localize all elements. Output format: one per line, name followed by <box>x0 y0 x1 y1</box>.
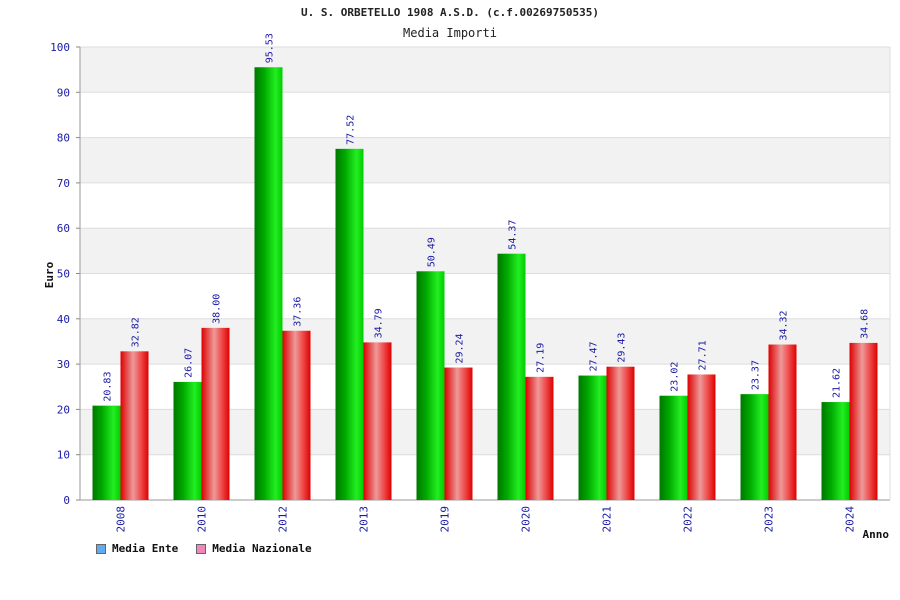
legend-item-media-ente: Media Ente <box>96 542 178 555</box>
bar-media-nazionale <box>282 330 311 500</box>
y-tick-label: 70 <box>57 177 70 190</box>
bar-media-nazionale <box>444 367 473 500</box>
y-axis-label: Euro <box>43 261 56 288</box>
y-tick-label: 0 <box>63 494 70 507</box>
legend-item-media-nazionale: Media Nazionale <box>196 542 312 555</box>
y-tick-label: 40 <box>57 313 70 326</box>
data-label-media-ente: 23.37 <box>751 360 762 390</box>
data-label-media-nazionale: 34.32 <box>779 310 790 340</box>
grid-band <box>80 228 890 274</box>
bar-media-ente <box>416 271 445 500</box>
grid-band <box>80 47 890 93</box>
x-tick-label: 2021 <box>601 506 614 533</box>
y-tick-label: 100 <box>50 41 70 54</box>
x-tick-label: 2010 <box>196 506 209 533</box>
data-label-media-ente: 77.52 <box>346 115 357 145</box>
bar-media-nazionale <box>849 342 878 500</box>
data-label-media-ente: 27.47 <box>589 341 600 371</box>
bar-media-nazionale <box>606 366 635 500</box>
chart-subtitle: Media Importi <box>403 26 497 40</box>
bar-media-ente <box>497 253 526 500</box>
bar-media-nazionale <box>120 351 149 500</box>
x-tick-label: 2019 <box>439 506 452 533</box>
y-tick-label: 80 <box>57 132 70 145</box>
data-label-media-ente: 50.49 <box>427 237 438 267</box>
x-tick-label: 2008 <box>115 506 128 533</box>
y-tick-label: 50 <box>57 268 70 281</box>
bar-media-ente <box>821 402 850 500</box>
data-label-media-nazionale: 34.79 <box>374 308 385 338</box>
x-tick-label: 2024 <box>844 506 857 533</box>
bar-media-ente <box>254 67 283 501</box>
bar-media-ente <box>92 405 121 500</box>
data-label-media-ente: 20.83 <box>103 372 114 402</box>
bar-media-nazionale <box>687 374 716 500</box>
data-label-media-nazionale: 27.71 <box>698 340 709 370</box>
bar-media-nazionale <box>768 344 797 500</box>
data-label-media-ente: 95.53 <box>265 33 276 63</box>
data-label-media-nazionale: 32.82 <box>131 317 142 347</box>
x-tick-label: 2013 <box>358 506 371 533</box>
legend-label-media-nazionale: Media Nazionale <box>212 542 312 555</box>
data-label-media-ente: 26.07 <box>184 348 195 378</box>
x-tick-label: 2023 <box>763 506 776 533</box>
grid-band <box>80 137 890 183</box>
legend-label-media-ente: Media Ente <box>112 542 179 555</box>
data-label-media-nazionale: 34.68 <box>860 309 871 339</box>
y-tick-label: 20 <box>57 403 70 416</box>
data-label-media-nazionale: 29.43 <box>617 333 628 363</box>
legend: Media Ente Media Nazionale <box>96 542 312 555</box>
bar-media-nazionale <box>525 376 554 500</box>
data-label-media-nazionale: 38.00 <box>212 294 223 324</box>
data-label-media-ente: 21.62 <box>832 368 843 398</box>
data-label-media-nazionale: 27.19 <box>536 343 547 373</box>
bar-media-ente <box>740 394 769 500</box>
chart-title: U. S. ORBETELLO 1908 A.S.D. (c.f.0026975… <box>300 6 599 19</box>
x-tick-label: 2012 <box>277 506 290 533</box>
bar-media-ente <box>578 375 607 500</box>
data-label-media-ente: 23.02 <box>670 362 681 392</box>
bar-media-nazionale <box>201 327 230 500</box>
data-label-media-nazionale: 29.24 <box>455 333 466 363</box>
x-axis-label: Anno <box>863 528 890 541</box>
bar-media-nazionale <box>363 342 392 500</box>
bar-media-ente <box>335 148 364 500</box>
bar-media-ente <box>173 381 202 500</box>
data-label-media-nazionale: 37.36 <box>293 297 304 327</box>
x-tick-label: 2022 <box>682 506 695 533</box>
data-label-media-ente: 54.37 <box>508 220 519 250</box>
y-tick-label: 90 <box>57 86 70 99</box>
legend-swatch-media-nazionale <box>196 543 207 554</box>
y-tick-label: 10 <box>57 449 70 462</box>
bar-media-ente <box>659 395 688 500</box>
y-tick-label: 60 <box>57 222 70 235</box>
y-tick-label: 30 <box>57 358 70 371</box>
x-tick-label: 2020 <box>520 506 533 533</box>
legend-swatch-media-ente <box>96 543 106 554</box>
